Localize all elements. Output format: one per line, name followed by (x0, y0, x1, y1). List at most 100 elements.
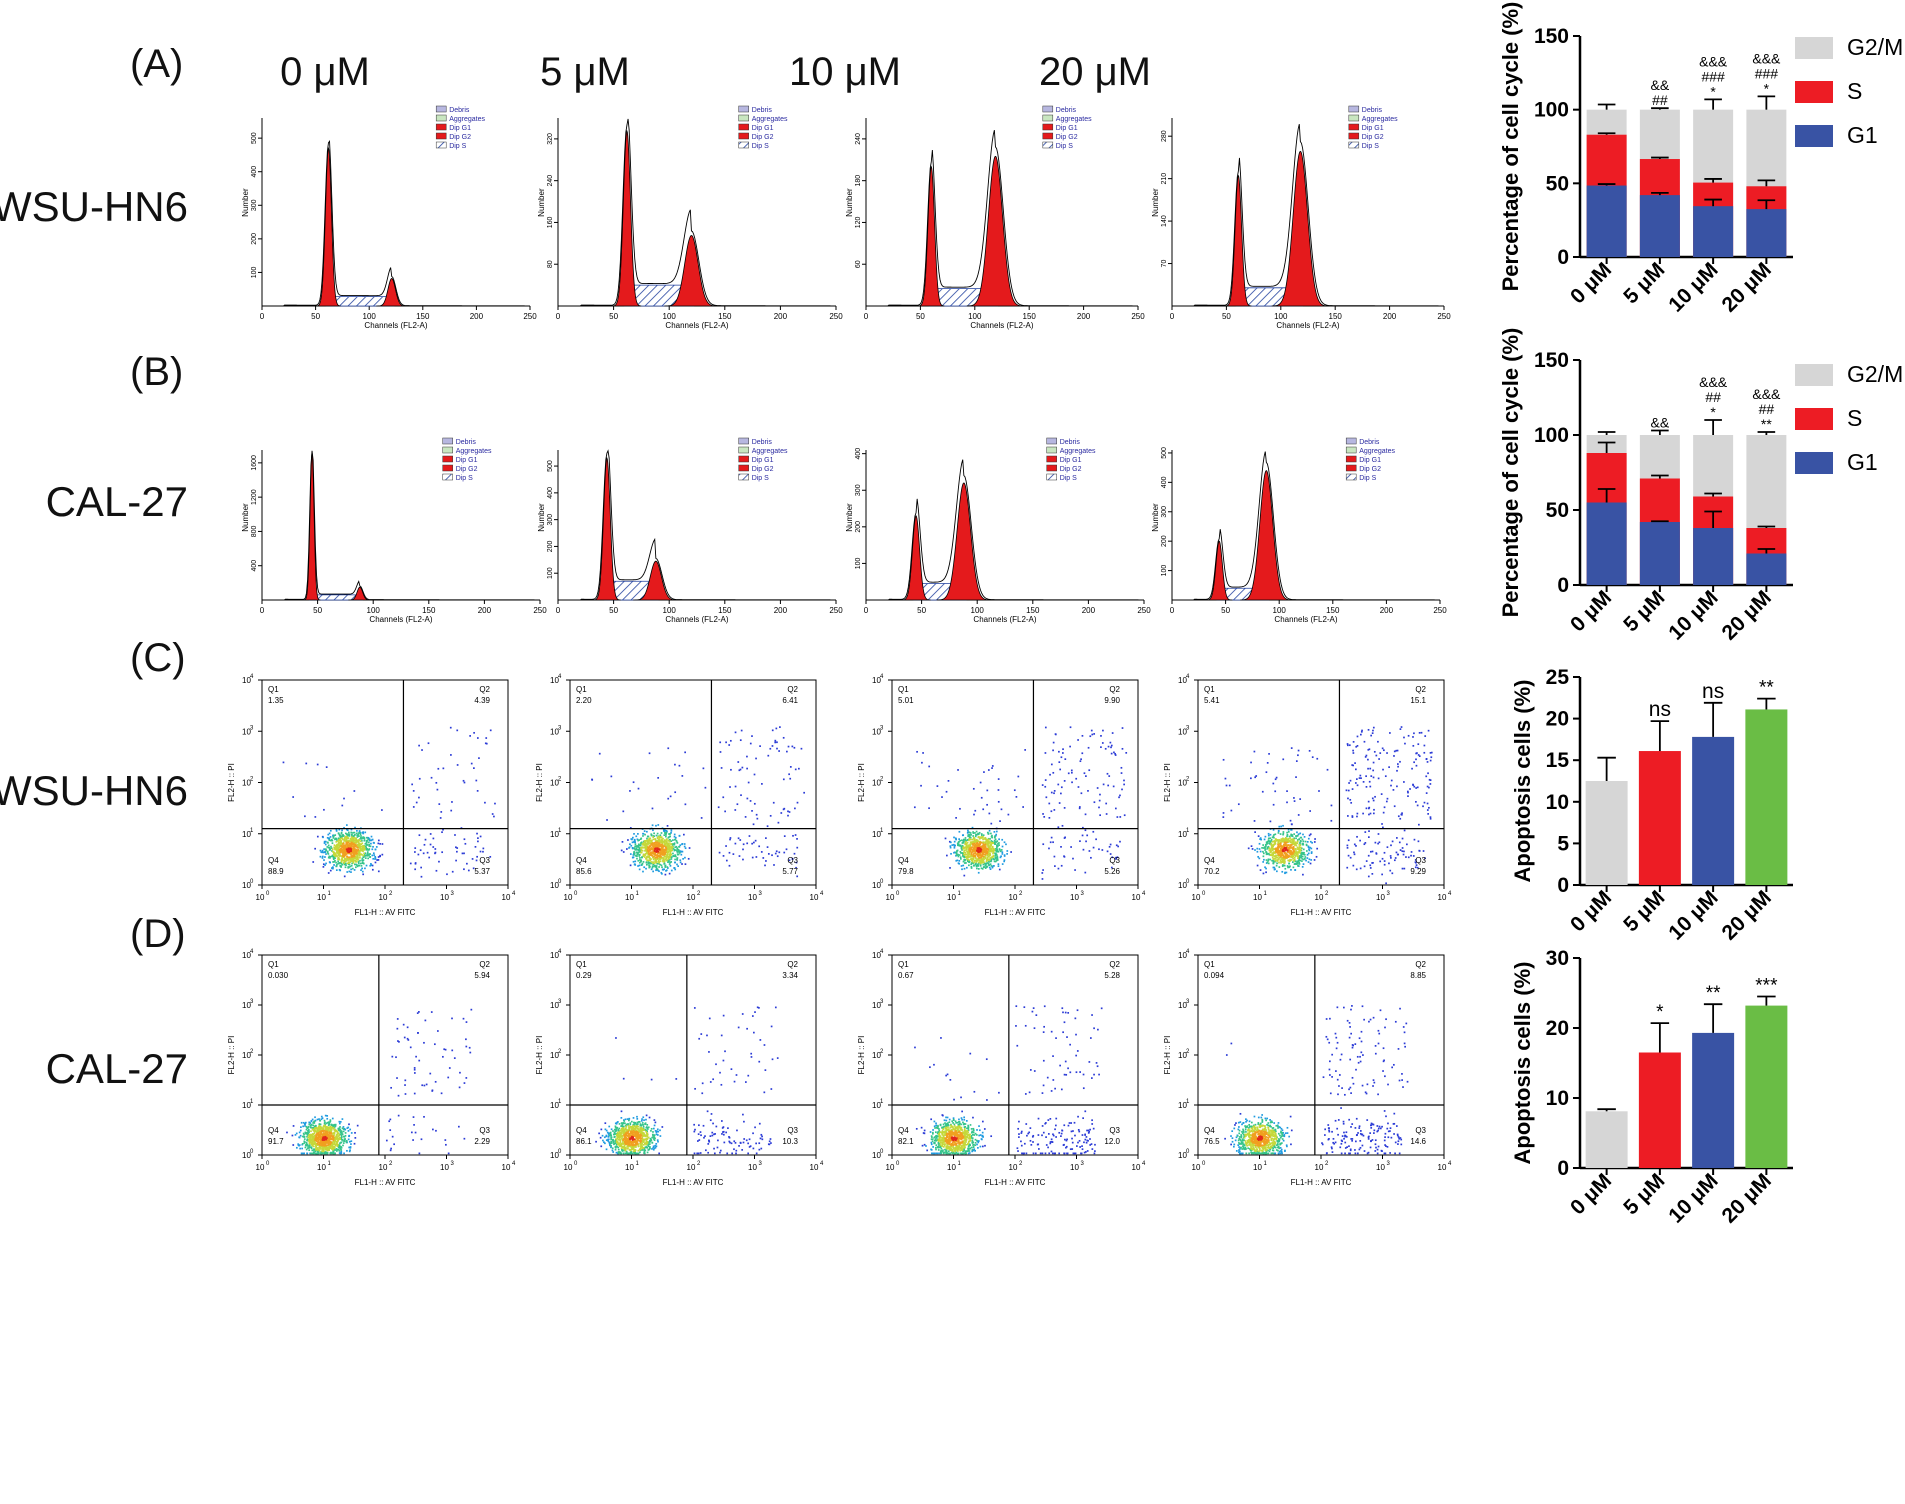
scatter-dot (1267, 834, 1270, 837)
scatter-dot (965, 846, 968, 849)
scatter-dot (318, 1149, 321, 1152)
scatter-dot (980, 854, 983, 856)
scatter-dot (291, 1134, 294, 1137)
scatter-dot (485, 737, 488, 739)
scatter-dot (428, 856, 431, 859)
scatter-dot (1044, 726, 1047, 729)
scatter-dot (330, 847, 333, 850)
scatter-dot (424, 838, 427, 841)
scatter-dot (1381, 823, 1383, 825)
scatter-dot (358, 835, 360, 838)
scatter-dot (359, 849, 362, 852)
scatter-dot (655, 860, 657, 863)
scatter-y-tick-exp: 2 (250, 1049, 254, 1055)
scatter-dot (965, 866, 968, 869)
scatter-dot (1270, 840, 1272, 842)
scatter-dot (320, 851, 323, 853)
scatter-dot (363, 848, 366, 850)
scatter-x-tick-exp: 2 (389, 891, 393, 897)
scatter-dot (1355, 778, 1358, 780)
scatter-dot (788, 773, 790, 776)
scatter-dot (970, 865, 973, 868)
scatter-dot (990, 832, 992, 835)
scatter-dot (1313, 859, 1316, 861)
scatter-dot (920, 784, 922, 787)
scatter-dot (656, 855, 659, 857)
scatter-dot (1304, 840, 1307, 843)
scatter-dot (1299, 859, 1302, 862)
scatter-dot (332, 1125, 334, 1127)
scatter-dot (337, 846, 340, 849)
scatter-dot (641, 862, 644, 865)
scatter-dot (438, 860, 440, 863)
scatter-dot (1346, 743, 1349, 745)
scatter-dot (678, 764, 681, 767)
scatter-dot (349, 1128, 352, 1131)
scatter-dot (969, 836, 972, 839)
scatter-dot (966, 832, 969, 834)
scatter-dot (988, 864, 990, 866)
scatter-dot (1301, 838, 1304, 841)
scatter-dot (1278, 866, 1281, 868)
scatter-dot (1287, 866, 1289, 869)
scatter-dot (311, 1118, 314, 1121)
scatter-dot (359, 859, 361, 862)
scatter-dot (343, 797, 345, 800)
scatter-dot (334, 847, 337, 850)
hist-legend-label: Dip S (752, 143, 769, 150)
hist-legend-label: Debris (752, 439, 773, 446)
scatter-dot (334, 1123, 337, 1126)
scatter-dot (1080, 758, 1082, 761)
scatter-dot (1415, 758, 1417, 761)
scatter-dot (1281, 870, 1284, 873)
scatter-dot (1082, 826, 1084, 829)
hist-x-tick-label: 0 (1170, 312, 1175, 321)
scatter-dot (1058, 802, 1061, 804)
scatter-dot (1425, 775, 1428, 778)
scatter-dot (658, 848, 660, 851)
scatter-dot (986, 803, 988, 806)
scatter-dot (684, 856, 686, 859)
hist-x-axis-label: Channels (FL2-A) (369, 615, 432, 624)
scatter-dot (434, 852, 436, 855)
scatter-dot (700, 817, 703, 819)
scatter-x-tick-label: 10 (1009, 893, 1018, 902)
hist-x-axis-label: Channels (FL2-A) (665, 321, 728, 330)
scatter-dot (308, 1134, 310, 1137)
scatter-dot (791, 858, 794, 860)
scatter-dot (660, 844, 663, 846)
scatter-dot (338, 1150, 341, 1152)
scatter-dot (332, 834, 334, 837)
scatter-dot (338, 835, 341, 837)
scatter-dot (1262, 850, 1264, 853)
scatter-dot (485, 742, 488, 745)
scatter-dot (1283, 860, 1286, 862)
hist-x-tick-label: 150 (416, 312, 430, 321)
scatter-dot (1285, 841, 1288, 844)
scatter-dot (369, 864, 372, 867)
scatter-dot (1428, 786, 1430, 789)
scatter-dot (668, 855, 671, 858)
scatter-dot (1271, 845, 1273, 848)
scatter-dot (1084, 829, 1087, 832)
scatter-dot (335, 828, 338, 831)
scatter-dot (1049, 841, 1052, 844)
scatter-dot (359, 856, 361, 859)
scatter-dot (1352, 749, 1354, 752)
hist-y-tick-label: 320 (547, 133, 554, 145)
scatter-dot (1373, 808, 1375, 811)
scatter-dot (1302, 863, 1305, 865)
scatter-dot (325, 1122, 328, 1125)
scatter-dot (282, 761, 285, 764)
scatter-dot (1349, 798, 1352, 801)
scatter-dot (372, 852, 375, 855)
scatter-dot (1293, 858, 1296, 861)
scatter-dot (1071, 771, 1073, 774)
scatter-dot (1275, 864, 1278, 867)
scatter-dot (637, 853, 639, 856)
scatter-dot (1371, 797, 1374, 800)
scatter-dot (663, 868, 665, 871)
scatter-dot (1290, 833, 1292, 836)
scatter-dot (332, 1150, 334, 1153)
scatter-dot (1347, 789, 1350, 792)
